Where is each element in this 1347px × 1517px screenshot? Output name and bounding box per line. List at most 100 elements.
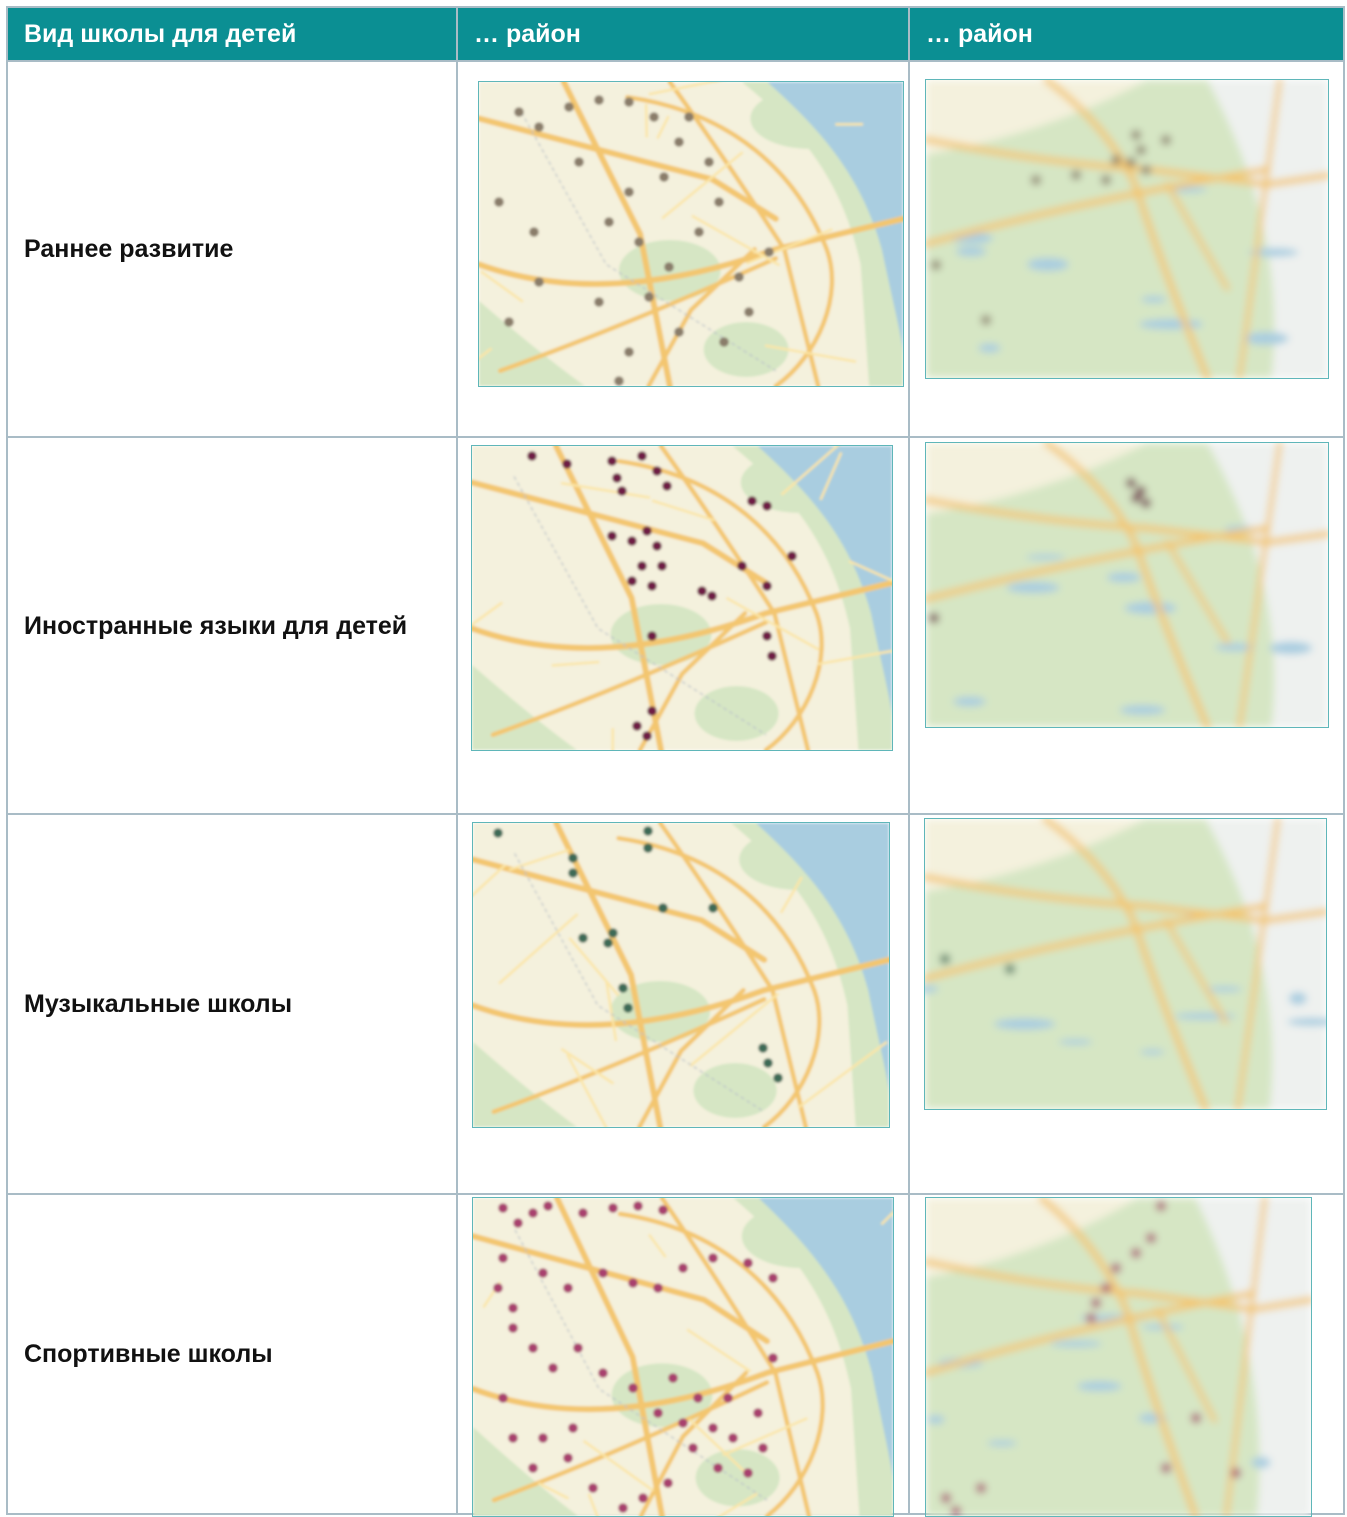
school-marker: [608, 1203, 618, 1213]
school-marker: [514, 107, 524, 117]
school-marker: [624, 347, 634, 357]
school-marker: [538, 1433, 548, 1443]
school-marker: [563, 1453, 573, 1463]
school-marker: [684, 112, 694, 122]
school-marker: [652, 541, 662, 551]
school-marker: [737, 561, 747, 571]
map-graphic: [925, 819, 1326, 1109]
row-label-early-development: Раннее развитие: [6, 60, 458, 438]
school-marker: [643, 843, 653, 853]
school-marker: [1156, 1201, 1166, 1211]
table-row: Иностранные языки для детей: [6, 436, 1345, 815]
school-marker: [627, 576, 637, 586]
school-marker: [494, 197, 504, 207]
school-marker: [628, 1278, 638, 1288]
table-row: Раннее развитие: [6, 60, 1345, 438]
district-1-map-image: [478, 81, 904, 387]
school-marker: [951, 1506, 961, 1516]
school-marker: [1161, 1463, 1171, 1473]
school-marker: [664, 262, 674, 272]
school-marker: [614, 376, 624, 386]
school-marker: [1231, 1468, 1241, 1478]
school-marker: [728, 1433, 738, 1443]
row-label-sport-schools: Спортивные школы: [6, 1193, 458, 1515]
school-marker: [674, 327, 684, 337]
school-marker: [528, 1463, 538, 1473]
school-marker: [647, 581, 657, 591]
school-marker: [688, 1443, 698, 1453]
school-marker: [562, 459, 572, 469]
school-marker: [708, 1253, 718, 1263]
school-marker: [762, 501, 772, 511]
school-marker: [548, 1363, 558, 1373]
table-header-row: Вид школы для детей … район … район: [6, 6, 1345, 62]
school-marker: [663, 1478, 673, 1488]
school-marker: [658, 1205, 668, 1215]
school-marker: [662, 481, 672, 491]
school-marker: [634, 237, 644, 247]
school-marker: [940, 954, 950, 964]
school-marker: [628, 1383, 638, 1393]
school-marker: [573, 1343, 583, 1353]
school-marker: [618, 983, 628, 993]
school-marker: [678, 1418, 688, 1428]
school-marker: [747, 496, 757, 506]
school-marker: [647, 706, 657, 716]
school-marker: [498, 1203, 508, 1213]
school-marker: [528, 1343, 538, 1353]
map-cell: [908, 813, 1345, 1195]
school-marker: [1136, 486, 1146, 496]
school-marker: [981, 315, 991, 325]
school-marker: [642, 526, 652, 536]
school-marker: [632, 721, 642, 731]
schools-comparison-table: Вид школы для детей … район … район Ранн…: [6, 6, 1345, 1517]
school-marker: [668, 1373, 678, 1383]
school-marker: [612, 473, 622, 483]
school-marker: [493, 828, 503, 838]
school-marker: [647, 631, 657, 641]
school-marker: [513, 1218, 523, 1228]
school-marker: [637, 451, 647, 461]
school-marker: [1191, 1413, 1201, 1423]
school-marker: [758, 1043, 768, 1053]
school-marker: [623, 1003, 633, 1013]
school-marker: [1131, 493, 1141, 503]
school-marker: [603, 938, 613, 948]
school-marker: [594, 297, 604, 307]
district-2-map-image: [924, 818, 1327, 1110]
school-marker: [594, 95, 604, 105]
school-marker: [768, 1273, 778, 1283]
map-graphic: [926, 1198, 1311, 1516]
header-district-1: … район: [456, 6, 910, 62]
school-marker: [1111, 155, 1121, 165]
school-marker: [707, 591, 717, 601]
row-label-foreign-languages: Иностранные языки для детей: [6, 436, 458, 815]
school-marker: [719, 337, 729, 347]
school-marker: [649, 112, 659, 122]
school-marker: [713, 1463, 723, 1473]
school-marker: [693, 1393, 703, 1403]
school-marker: [608, 928, 618, 938]
header-school-type: Вид школы для детей: [6, 6, 458, 62]
school-marker: [627, 536, 637, 546]
school-marker: [768, 1353, 778, 1363]
school-marker: [744, 307, 754, 317]
district-1-map-image: [472, 1197, 894, 1517]
map-graphic: [479, 82, 903, 386]
school-marker: [534, 122, 544, 132]
school-marker: [643, 826, 653, 836]
school-marker: [564, 102, 574, 112]
map-graphic: [926, 443, 1328, 727]
map-cell: [456, 1193, 910, 1517]
map-graphic: [473, 1198, 893, 1516]
school-marker: [976, 1483, 986, 1493]
school-marker: [527, 451, 537, 461]
school-marker: [929, 613, 939, 623]
school-marker: [543, 1201, 553, 1211]
school-marker: [588, 1483, 598, 1493]
school-marker: [568, 868, 578, 878]
district-2-map-image: [925, 1197, 1312, 1517]
school-marker: [498, 1393, 508, 1403]
school-marker: [678, 1263, 688, 1273]
map-cell: [908, 1193, 1345, 1517]
